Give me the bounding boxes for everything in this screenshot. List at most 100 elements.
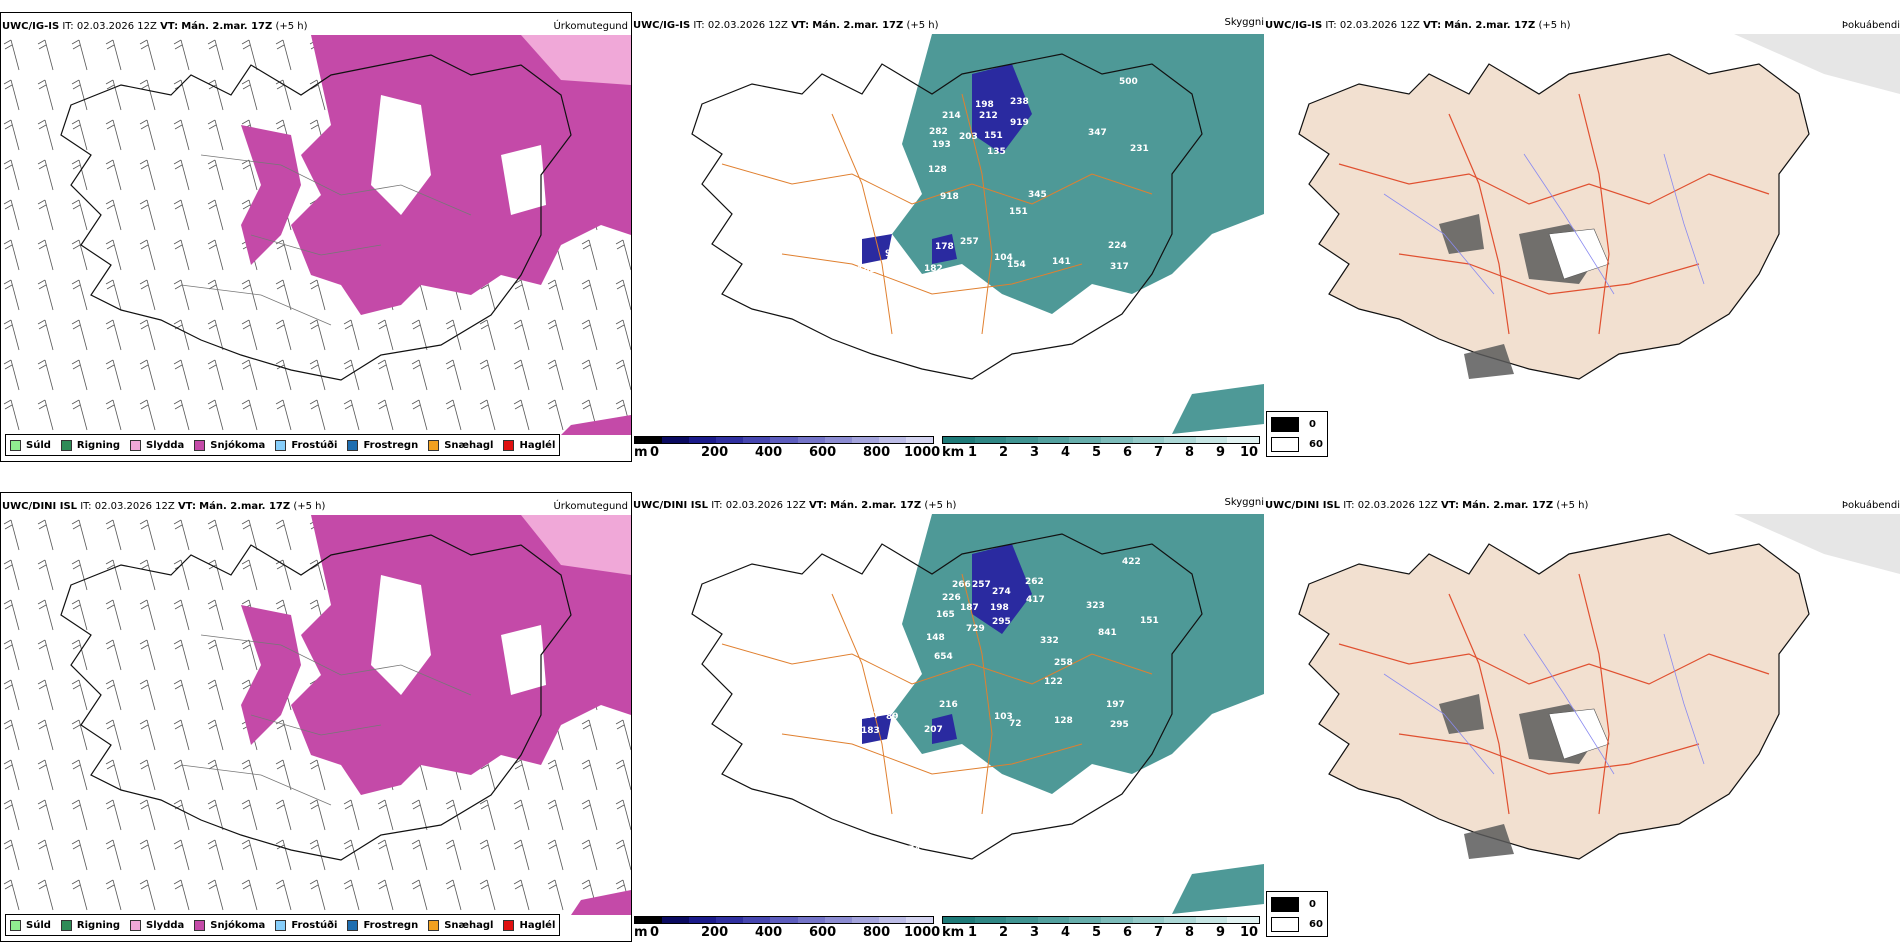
precip-type-panel: UWC/DINI ISL IT: 02.03.2026 12Z VT: Mán.… <box>0 492 632 942</box>
svg-text:231: 231 <box>1130 144 1149 154</box>
legend-item: Slydda <box>130 919 184 931</box>
panel-title: Skyggni <box>1224 497 1264 508</box>
svg-text:90: 90 <box>885 249 898 259</box>
svg-text:216: 216 <box>939 700 958 710</box>
svg-text:128: 128 <box>928 165 947 175</box>
legend-swatch <box>130 439 142 451</box>
svg-text:89: 89 <box>910 384 923 394</box>
legend-swatch <box>60 919 72 931</box>
visibility-scale: km 1 2 3 4 5 6 7 8 9 10 <box>942 916 1260 940</box>
svg-text:257: 257 <box>960 237 979 247</box>
svg-text:203: 203 <box>959 132 978 142</box>
svg-text:135: 135 <box>987 147 1006 157</box>
visibility-map: 422 266 257 274 262 226 187 198 417 323 … <box>691 514 1264 914</box>
fog-map <box>1298 514 1900 860</box>
svg-text:224: 224 <box>1108 241 1127 251</box>
svg-text:257: 257 <box>972 580 991 590</box>
precip-type-legend: Súld Rigning Slydda Snjókoma Frostúði Fr… <box>5 434 561 456</box>
fog-legend-black-swatch <box>1271 897 1299 912</box>
fog-indicator-panel: UWC/DINI ISL IT: 02.03.2026 12Z VT: Mán.… <box>1264 492 1900 942</box>
svg-text:282: 282 <box>929 127 948 137</box>
svg-text:128: 128 <box>1054 716 1073 726</box>
svg-text:77: 77 <box>867 711 880 721</box>
svg-text:182: 182 <box>924 264 943 274</box>
svg-text:295: 295 <box>992 617 1011 627</box>
panel-title: Skyggni <box>1224 17 1264 28</box>
svg-text:103: 103 <box>994 712 1013 722</box>
svg-text:266: 266 <box>952 580 971 590</box>
legend-swatch <box>130 919 142 931</box>
svg-text:151: 151 <box>1140 616 1159 626</box>
legend-item: Súld <box>10 919 51 931</box>
svg-text:198: 198 <box>975 100 994 110</box>
svg-text:72: 72 <box>1009 719 1022 729</box>
legend-item: Haglél <box>503 919 555 931</box>
fog-legend: 0 60 <box>1266 411 1328 457</box>
legend-item: Snæhagl <box>428 919 493 931</box>
legend-item: Slydda <box>130 439 184 451</box>
legend-item: Súld <box>10 439 51 451</box>
svg-text:500: 500 <box>1119 77 1138 87</box>
svg-text:151: 151 <box>984 131 1003 141</box>
legend-item: Frostúði <box>275 919 337 931</box>
fog-legend-black-swatch <box>1271 417 1299 432</box>
fog-legend-white-swatch <box>1271 437 1299 452</box>
legend-item: Snjókoma <box>194 919 265 931</box>
svg-text:207: 207 <box>924 725 943 735</box>
svg-text:193: 193 <box>932 140 951 150</box>
fog-legend-white-swatch <box>1271 917 1299 932</box>
elevation-scale-bar <box>634 916 934 924</box>
forecast-row-ig-is: UWC/IG-IS IT: 02.03.2026 12Z VT: Mán. 2.… <box>0 12 1900 472</box>
svg-text:76: 76 <box>929 843 942 853</box>
legend-swatch <box>194 919 206 931</box>
svg-text:198: 198 <box>990 603 1009 613</box>
legend-swatch <box>10 439 21 451</box>
elevation-scale-bar <box>634 436 934 444</box>
svg-text:122: 122 <box>1044 677 1063 687</box>
legend-swatch <box>275 919 287 931</box>
svg-text:165: 165 <box>936 610 955 620</box>
legend-swatch <box>428 919 440 931</box>
visibility-panel: UWC/IG-IS IT: 02.03.2026 12Z VT: Mán. 2.… <box>632 12 1264 462</box>
legend-swatch <box>347 919 359 931</box>
svg-text:345: 345 <box>1028 190 1047 200</box>
visibility-scale-bar <box>942 436 1260 444</box>
svg-text:841: 841 <box>1098 628 1117 638</box>
svg-text:226: 226 <box>942 593 961 603</box>
legend-item: Frostregn <box>347 439 418 451</box>
panel-title: Úrkomutegund <box>553 21 628 32</box>
svg-text:187: 187 <box>960 603 979 613</box>
svg-text:422: 422 <box>1122 557 1141 567</box>
legend-swatch <box>194 439 206 451</box>
precip-map <box>1 35 631 435</box>
panel-title: Þokuábendi <box>1841 20 1900 31</box>
panel-header: UWC/IG-IS IT: 02.03.2026 12Z VT: Mán. 2.… <box>2 21 308 32</box>
precip-type-panel: UWC/IG-IS IT: 02.03.2026 12Z VT: Mán. 2.… <box>0 12 632 462</box>
svg-text:295: 295 <box>1110 720 1129 730</box>
legend-item: Rigning <box>60 439 120 451</box>
legend-item: Haglél <box>503 439 555 451</box>
svg-text:104: 104 <box>994 253 1013 263</box>
svg-text:417: 417 <box>1026 595 1045 605</box>
panel-header: UWC/DINI ISL IT: 02.03.2026 12Z VT: Mán.… <box>2 501 326 512</box>
legend-swatch <box>503 439 515 451</box>
elevation-scale: m 0 200 400 600 800 1000 <box>634 436 940 460</box>
legend-swatch <box>60 439 72 451</box>
svg-text:918: 918 <box>940 192 959 202</box>
svg-text:214: 214 <box>942 111 961 121</box>
svg-text:148: 148 <box>926 633 945 643</box>
legend-item: Rigning <box>60 919 120 931</box>
svg-text:729: 729 <box>966 624 985 634</box>
elevation-scale: m 0 200 400 600 800 1000 <box>634 916 940 940</box>
svg-text:262: 262 <box>1025 577 1044 587</box>
svg-text:197: 197 <box>1106 700 1125 710</box>
legend-swatch <box>347 439 359 451</box>
svg-text:258: 258 <box>1054 658 1073 668</box>
fog-map <box>1298 34 1900 380</box>
panel-header: UWC/IG-IS IT: 02.03.2026 12Z VT: Mán. 2.… <box>1265 20 1571 31</box>
svg-text:141: 141 <box>1052 257 1071 267</box>
visibility-scale: km 1 2 3 4 5 6 7 8 9 10 <box>942 436 1260 460</box>
panel-header: UWC/DINI ISL IT: 02.03.2026 12Z VT: Mán.… <box>633 500 957 511</box>
panel-title: Úrkomutegund <box>553 501 628 512</box>
legend-swatch <box>275 439 287 451</box>
